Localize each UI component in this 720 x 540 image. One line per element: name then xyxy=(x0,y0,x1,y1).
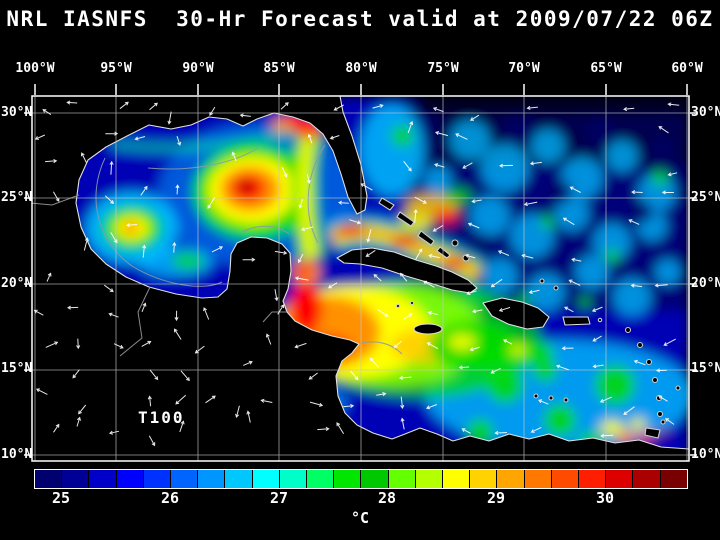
colorbar-segment xyxy=(171,470,199,488)
land-jamaica xyxy=(413,323,443,335)
lon-label-70w: 70°W xyxy=(508,61,540,76)
colorbar-label-27: 27 xyxy=(269,489,289,507)
colorbar-label-25: 25 xyxy=(51,489,71,507)
colorbar-segment xyxy=(143,470,172,488)
colorbar-segment xyxy=(551,470,580,488)
lon-label-60w: 60°W xyxy=(671,61,703,76)
colorbar-segment xyxy=(252,470,280,488)
lon-label-65w: 65°W xyxy=(590,61,622,76)
colorbar-segment xyxy=(279,470,308,488)
lon-label-100w: 100°W xyxy=(15,61,55,76)
colorbar-segment xyxy=(497,470,525,488)
lat-label-right-10n: 10°N xyxy=(691,447,720,462)
colorbar-segment xyxy=(62,470,90,488)
lon-label-95w: 95°W xyxy=(100,61,132,76)
colorbar-segment xyxy=(415,470,444,488)
bathymetry-contours xyxy=(95,144,403,355)
lon-label-80w: 80°W xyxy=(345,61,377,76)
colorbar-segment xyxy=(35,470,63,488)
lat-label-left-20n: 20°N xyxy=(1,276,33,291)
colorbar-segment xyxy=(361,470,389,488)
lon-label-75w: 75°W xyxy=(427,61,459,76)
lat-label-left-10n: 10°N xyxy=(1,447,33,462)
colorbar-segment xyxy=(89,470,117,488)
colorbar-segment xyxy=(633,470,661,488)
colorbar-segment xyxy=(443,470,471,488)
colorbar-segment xyxy=(606,470,634,488)
lon-label-85w: 85°W xyxy=(263,61,295,76)
figure-title: NRL IASNFS 30-Hr Forecast valid at 2009/… xyxy=(6,7,714,31)
land-cuba xyxy=(336,247,478,294)
current-vector-arrows xyxy=(33,100,680,447)
lat-label-right-20n: 20°N xyxy=(691,276,720,291)
colorbar-unit: °C xyxy=(350,509,370,527)
lat-label-right-15n: 15°N xyxy=(691,361,720,376)
colorbar-segment xyxy=(579,470,607,488)
colorbar-segment xyxy=(524,470,552,488)
colorbar-label-30: 30 xyxy=(595,489,615,507)
lat-lon-grid xyxy=(32,96,689,461)
colorbar-label-29: 29 xyxy=(486,489,506,507)
colorbar-label-26: 26 xyxy=(160,489,180,507)
lat-label-right-30n: 30°N xyxy=(691,105,720,120)
colorbar xyxy=(34,469,688,489)
lat-label-left-25n: 25°N xyxy=(1,190,33,205)
colorbar-segment xyxy=(334,470,362,488)
colorbar-segment xyxy=(660,470,687,488)
map-frame-and-ticks xyxy=(24,84,697,462)
lon-label-90w: 90°W xyxy=(182,61,214,76)
land-hispaniola xyxy=(482,297,550,330)
colorbar-segment xyxy=(470,470,498,488)
lat-label-left-30n: 30°N xyxy=(1,105,33,120)
colorbar-label-28: 28 xyxy=(377,489,397,507)
colorbar-segment xyxy=(116,470,144,488)
land-bahamas xyxy=(378,197,559,291)
colorbar-segment xyxy=(307,470,335,488)
colorbar-segment xyxy=(198,470,226,488)
colorbar-segment xyxy=(388,470,416,488)
lat-label-right-25n: 25°N xyxy=(691,190,720,205)
land-puerto-rico xyxy=(562,316,591,326)
lat-label-left-15n: 15°N xyxy=(1,361,33,376)
depth-annotation: T100 xyxy=(138,408,185,427)
colorbar-segment xyxy=(225,470,253,488)
